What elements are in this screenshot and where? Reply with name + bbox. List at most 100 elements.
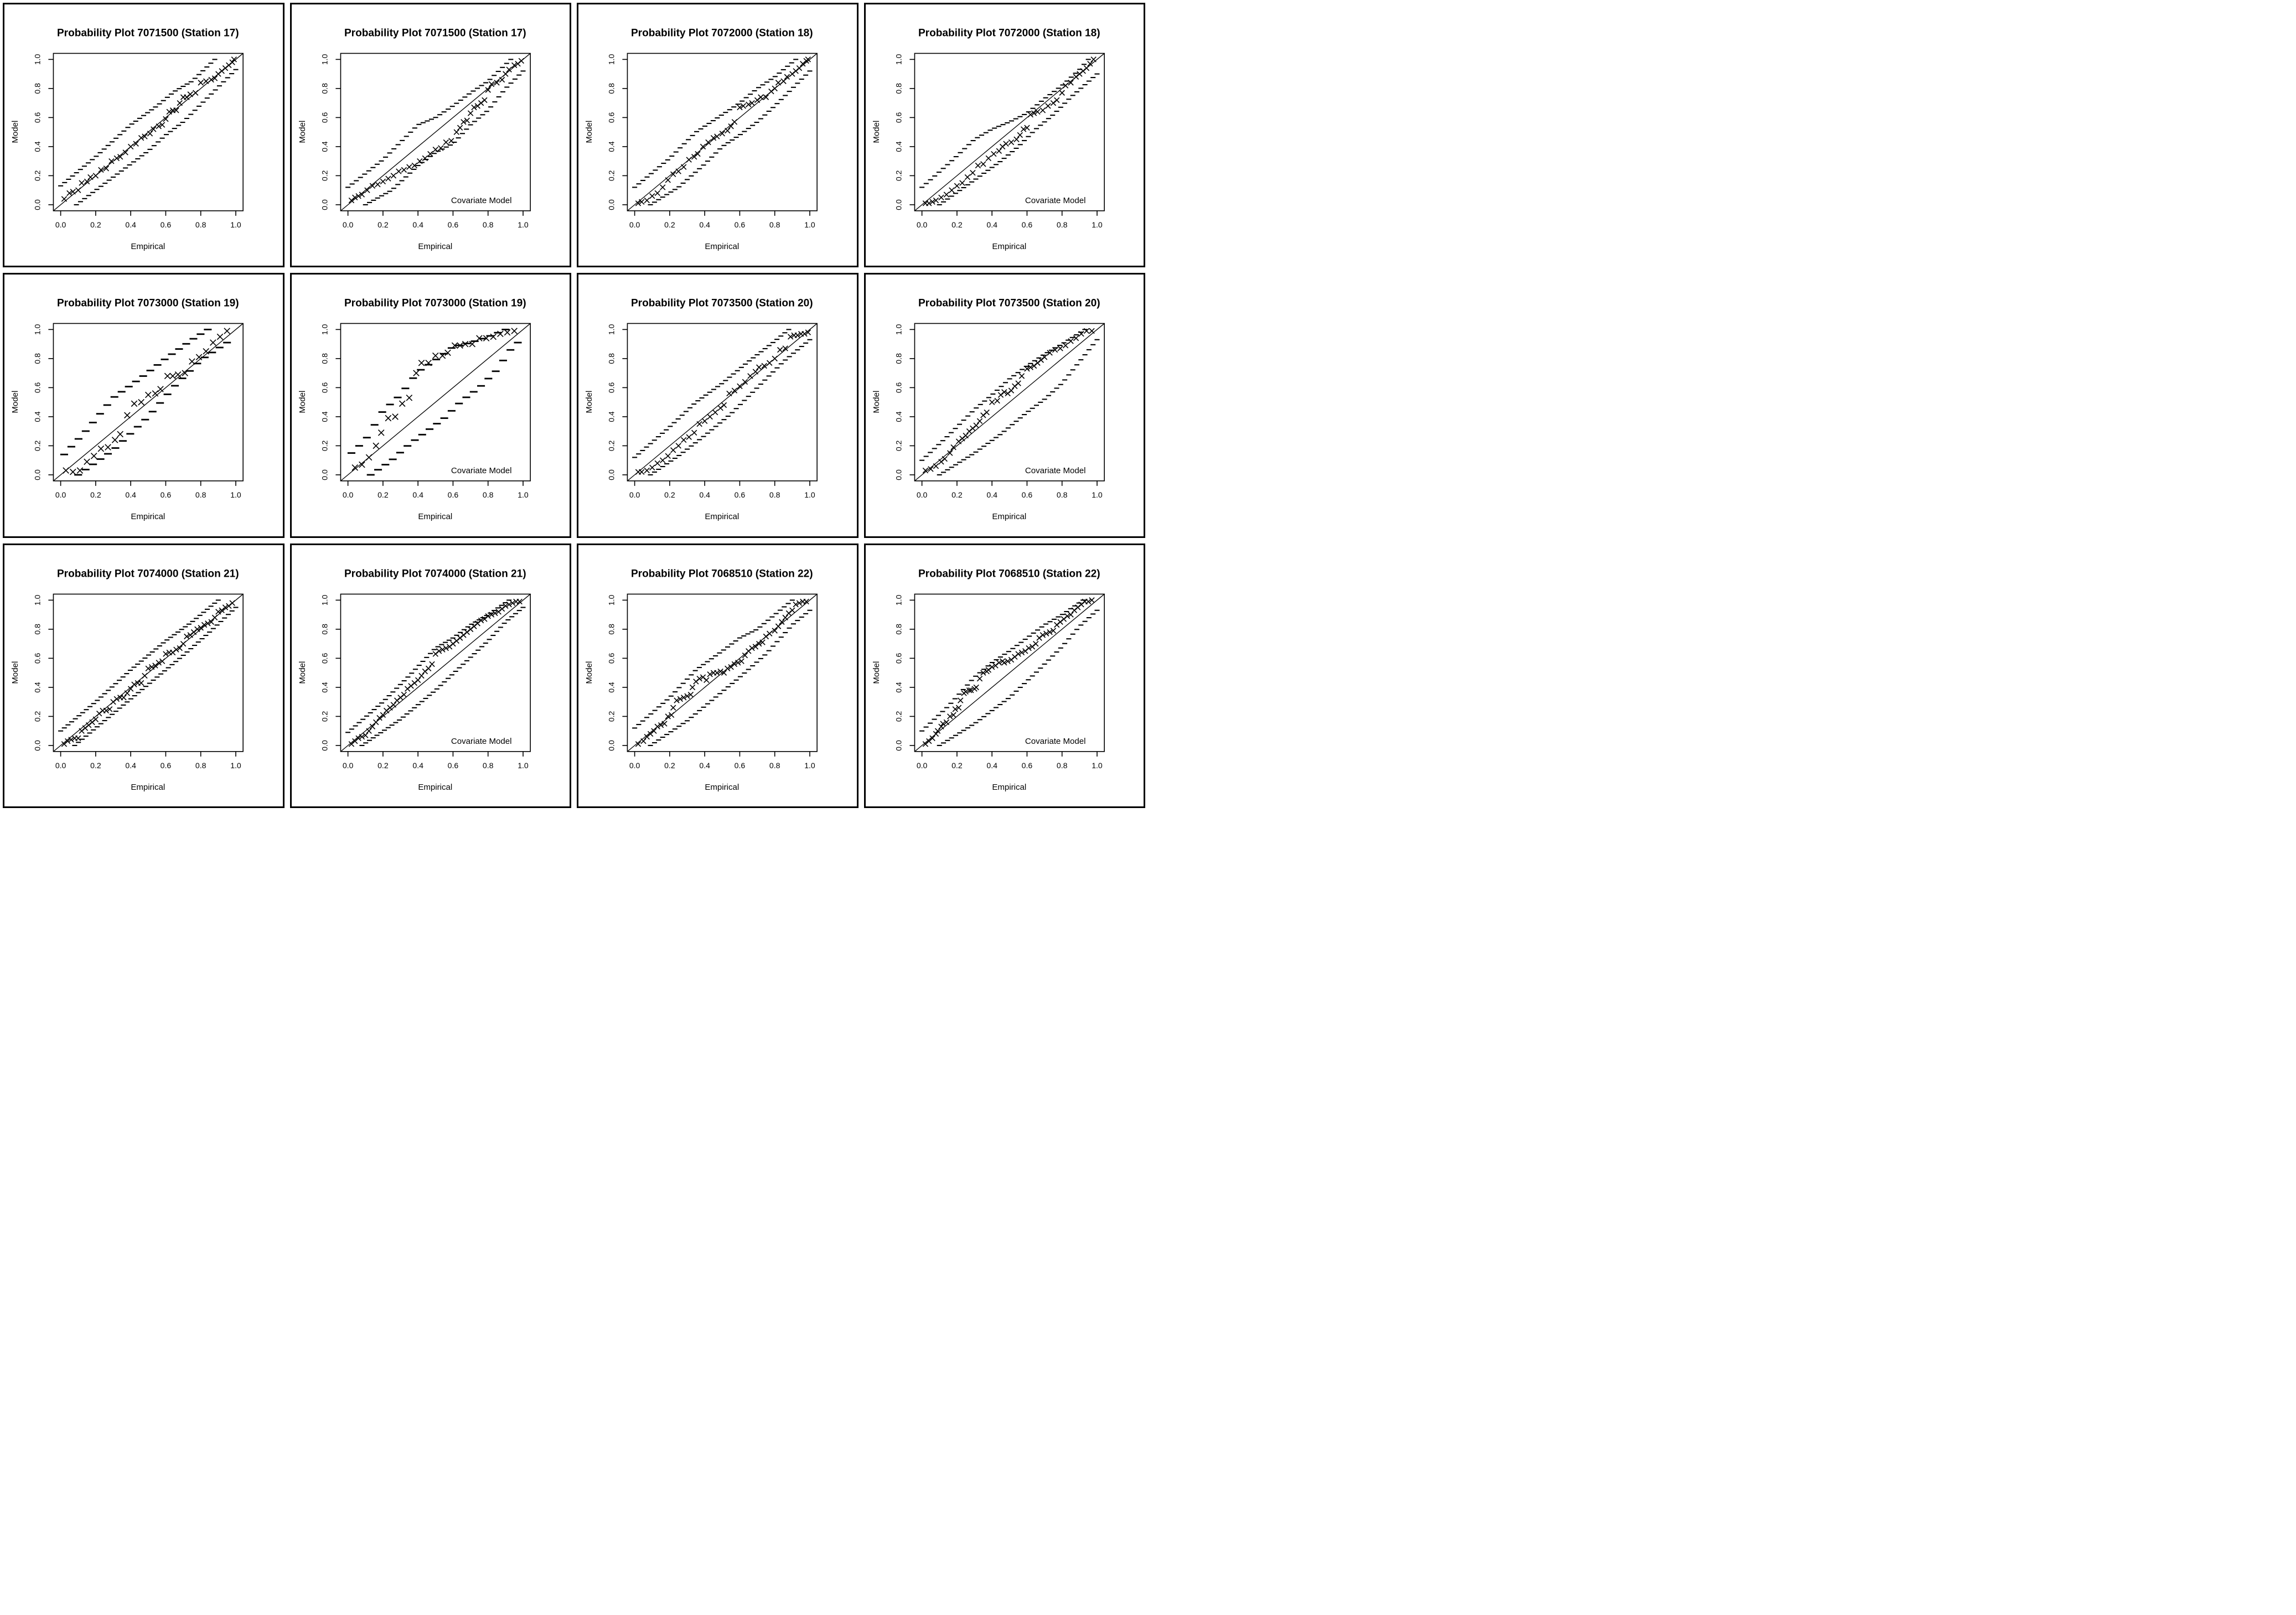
upper-confidence-band (58, 599, 221, 732)
y-tick-label: 0.2 (894, 170, 903, 181)
x-tick-label: 0.6 (161, 220, 172, 229)
plot-title: Probability Plot 7068510 (Station 22) (918, 568, 1100, 579)
axis-ticks: 0.0 0.2 0.4 0.6 0.8 1.0 0.0 0.2 0.4 0.6 0.8 1.0 (894, 324, 1103, 500)
x-tick-label: 0.8 (195, 220, 206, 229)
x-tick-label: 0.0 (916, 761, 927, 770)
y-tick-label: 0.2 (894, 441, 903, 452)
y-tick-label: 0.4 (320, 141, 329, 152)
x-tick-label: 1.0 (518, 490, 529, 499)
x-tick-label: 0.6 (161, 490, 172, 499)
plot-title: Probability Plot 7073500 (Station 20) (631, 298, 813, 309)
y-tick-label: 0.2 (607, 711, 616, 722)
plot-title: Probability Plot 7071500 (Station 17) (344, 27, 526, 39)
y-tick-label: 1.0 (33, 54, 42, 65)
plot-box (914, 53, 1105, 211)
x-tick-label: 1.0 (518, 220, 529, 229)
x-tick-label: 0.0 (629, 490, 640, 499)
x-axis-label: Empirical (418, 783, 452, 792)
panel-frame: 0.0 0.2 0.4 0.6 0.8 1.0 0.0 0.2 0.4 0.6 0.8 1.0 Pro… (577, 543, 859, 809)
lower-confidence-band (72, 607, 239, 746)
axis-ticks: 0.0 0.2 0.4 0.6 0.8 1.0 0.0 0.2 0.4 0.6 0.8 1.0 (894, 594, 1103, 770)
covariate-model-annotation: Covariate Model (451, 736, 511, 746)
reference-line (340, 323, 531, 482)
plot-canvas: 0.0 0.2 0.4 0.6 0.8 1.0 0.0 0.2 0.4 0.6 0.8 1.0 Pro… (872, 298, 1105, 522)
data-points (922, 597, 1095, 747)
panel-7071500-marginal: 0.0 0.2 0.4 0.6 0.8 1.0 0.0 0.2 0.4 0.6 0.8 1.0 Pro… (0, 0, 287, 271)
upper-confidence-band (632, 599, 795, 729)
y-axis-label: Model (11, 121, 20, 143)
plot-canvas: 0.0 0.2 0.4 0.6 0.8 1.0 0.0 0.2 0.4 0.6 0.8 1.0 Pro… (298, 568, 531, 792)
y-tick-label: 0.0 (894, 199, 903, 210)
y-tick-label: 0.6 (607, 112, 616, 123)
y-axis-label: Model (11, 391, 20, 413)
plot-box (53, 593, 244, 752)
data-points (63, 328, 230, 475)
y-tick-label: 0.6 (894, 382, 903, 394)
reference-line (340, 593, 531, 752)
x-tick-label: 0.4 (125, 490, 136, 499)
x-tick-label: 0.0 (55, 761, 66, 770)
plot-title: Probability Plot 7072000 (Station 18) (631, 27, 813, 39)
x-tick-label: 0.6 (447, 220, 458, 229)
x-tick-label: 1.0 (1092, 761, 1103, 770)
y-tick-label: 1.0 (894, 594, 903, 605)
plot-area: 0.0 0.2 0.4 0.6 0.8 1.0 0.0 0.2 0.4 0.6 0.8 1.0 (607, 53, 818, 229)
plot-canvas: 0.0 0.2 0.4 0.6 0.8 1.0 0.0 0.2 0.4 0.6 0.8 1.0 Pro… (585, 298, 818, 522)
y-tick-label: 0.6 (894, 653, 903, 664)
y-axis-label: Model (585, 391, 594, 413)
panel-7074000-covariate: 0.0 0.2 0.4 0.6 0.8 1.0 0.0 0.2 0.4 0.6 0.8 1.0 Pro… (287, 540, 574, 811)
y-tick-label: 0.6 (33, 112, 42, 123)
axis-ticks: 0.0 0.2 0.4 0.6 0.8 1.0 0.0 0.2 0.4 0.6 0.8 1.0 (33, 54, 241, 229)
plot-canvas: 0.0 0.2 0.4 0.6 0.8 1.0 0.0 0.2 0.4 0.6 0.8 1.0 Pro… (11, 568, 244, 792)
reference-line (914, 323, 1105, 482)
plot-box (53, 323, 244, 482)
x-tick-label: 0.4 (699, 490, 710, 499)
reference-line (340, 53, 531, 211)
plot-title: Probability Plot 7074000 (Station 21) (344, 568, 526, 579)
x-tick-label: 0.2 (90, 220, 101, 229)
y-tick-label: 0.2 (320, 711, 329, 722)
axis-ticks: 0.0 0.2 0.4 0.6 0.8 1.0 0.0 0.2 0.4 0.6 0.8 1.0 (320, 54, 529, 229)
x-axis-label: Empirical (418, 242, 452, 251)
plot-canvas: 0.0 0.2 0.4 0.6 0.8 1.0 0.0 0.2 0.4 0.6 0.8 1.0 Pro… (872, 568, 1105, 792)
x-tick-label: 0.0 (55, 220, 66, 229)
plot-box (340, 593, 531, 752)
plot-box (340, 323, 531, 482)
y-tick-label: 0.2 (894, 711, 903, 722)
x-tick-label: 0.6 (735, 761, 746, 770)
x-tick-label: 0.4 (986, 490, 997, 499)
y-axis-label: Model (872, 391, 881, 413)
y-tick-label: 0.6 (607, 382, 616, 394)
x-axis-label: Empirical (992, 783, 1026, 792)
axis-ticks: 0.0 0.2 0.4 0.6 0.8 1.0 0.0 0.2 0.4 0.6 0.8 1.0 (320, 594, 529, 770)
plot-area: 0.0 0.2 0.4 0.6 0.8 1.0 0.0 0.2 0.4 0.6 0.8 1.0 (320, 53, 531, 229)
lower-confidence-band (648, 609, 813, 746)
plot-area: 0.0 0.2 0.4 0.6 0.8 1.0 0.0 0.2 0.4 0.6 0.8 1.0 (33, 323, 244, 499)
axis-ticks: 0.0 0.2 0.4 0.6 0.8 1.0 0.0 0.2 0.4 0.6 0.8 1.0 (607, 594, 815, 770)
y-tick-label: 0.4 (607, 682, 616, 693)
y-tick-label: 0.4 (320, 682, 329, 693)
y-tick-label: 0.4 (320, 411, 329, 422)
x-tick-label: 0.2 (952, 761, 963, 770)
panel-7074000-marginal: 0.0 0.2 0.4 0.6 0.8 1.0 0.0 0.2 0.4 0.6 0.8 1.0 Pro… (0, 540, 287, 811)
y-axis-label: Model (298, 121, 307, 143)
reference-line (53, 323, 244, 482)
x-tick-label: 0.6 (161, 761, 172, 770)
x-tick-label: 0.8 (1056, 490, 1067, 499)
x-tick-label: 1.0 (804, 220, 815, 229)
lower-confidence-band (937, 609, 1100, 746)
data-points (351, 328, 518, 471)
x-tick-label: 0.8 (482, 220, 493, 229)
upper-confidence-band (632, 59, 799, 188)
x-tick-label: 0.8 (769, 761, 780, 770)
x-tick-label: 0.2 (378, 490, 389, 499)
x-tick-label: 0.4 (125, 220, 136, 229)
panel-7068510-covariate: 0.0 0.2 0.4 0.6 0.8 1.0 0.0 0.2 0.4 0.6 0.8 1.0 Pro… (861, 540, 1148, 811)
y-tick-label: 0.0 (607, 199, 616, 210)
y-tick-label: 0.0 (320, 469, 329, 480)
x-tick-label: 0.6 (1021, 490, 1032, 499)
y-tick-label: 0.4 (894, 141, 903, 152)
panel-frame: 0.0 0.2 0.4 0.6 0.8 1.0 0.0 0.2 0.4 0.6 0.8 1.0 Pro… (289, 3, 571, 268)
covariate-model-annotation: Covariate Model (451, 466, 511, 475)
lower-confidence-band (648, 70, 813, 205)
